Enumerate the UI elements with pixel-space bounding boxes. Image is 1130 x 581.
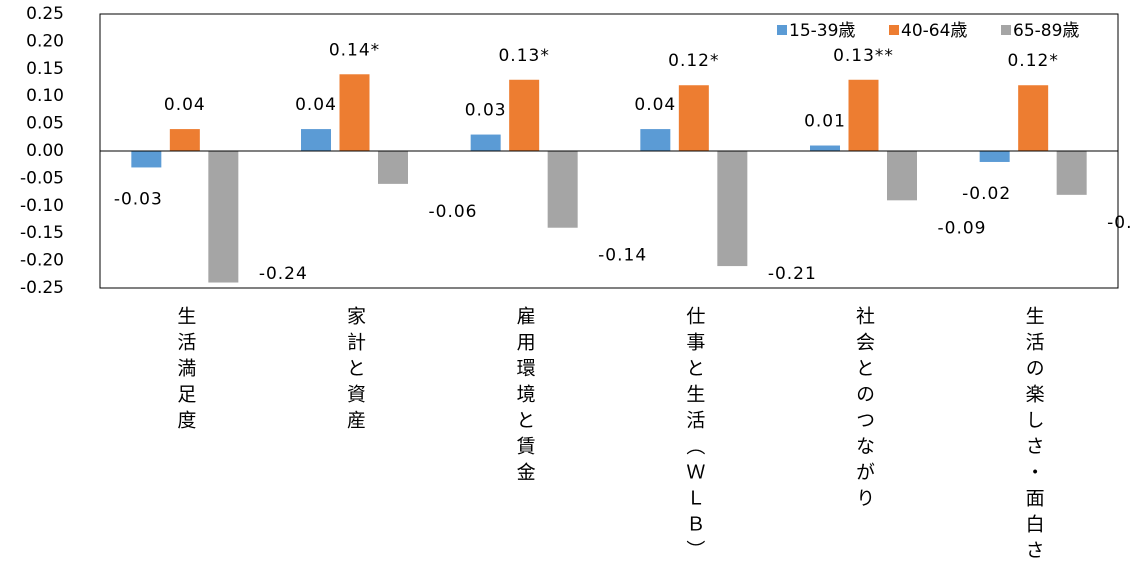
data-label: 0.01 [804, 112, 846, 132]
y-tick-label: -0.20 [20, 251, 64, 271]
data-label: 0.12* [668, 51, 719, 71]
y-tick-label: -0.15 [20, 223, 64, 243]
legend-swatch [889, 25, 899, 35]
bar [131, 151, 162, 168]
bar [1018, 85, 1049, 151]
data-label: -0.02 [962, 184, 1011, 204]
bar [470, 134, 501, 151]
y-tick-label: 0.05 [26, 114, 64, 134]
bar [717, 151, 748, 267]
y-tick-label: 0.00 [26, 141, 64, 161]
bar [509, 79, 540, 151]
bar [678, 85, 709, 151]
x-tick-label: 雇用環境と賃金 [514, 306, 536, 488]
data-label: 0.13* [498, 46, 549, 66]
data-label: -0.08 [1107, 213, 1130, 233]
bar [378, 151, 408, 184]
y-tick-label: -0.25 [20, 278, 64, 298]
bar [640, 129, 671, 151]
x-tick-label: 家計と資産 [344, 306, 366, 436]
bar [169, 129, 200, 151]
bar [848, 79, 879, 151]
data-label: 0.04 [295, 95, 337, 115]
data-label: -0.09 [938, 218, 987, 238]
y-tick-label: 0.25 [26, 4, 64, 24]
legend-label: 40-64歳 [901, 21, 967, 41]
y-tick-label: 0.20 [26, 31, 64, 51]
data-label: -0.14 [598, 246, 647, 266]
bar [339, 74, 370, 151]
y-tick-label: 0.15 [26, 59, 64, 79]
bar [547, 151, 578, 228]
data-label: -0.06 [429, 202, 478, 222]
data-label: 0.12* [1007, 51, 1058, 71]
data-label: 0.14* [329, 40, 380, 60]
bar [208, 151, 239, 283]
x-tick-label: 社会とのつながり [853, 306, 875, 514]
y-tick-label: -0.10 [20, 196, 64, 216]
bar [1056, 151, 1087, 195]
legend-swatch [1001, 25, 1011, 35]
bar [887, 151, 917, 201]
bar [301, 129, 331, 151]
legend-label: 65-89歳 [1013, 21, 1079, 41]
data-label: -0.21 [768, 264, 817, 284]
y-tick-label: -0.05 [20, 168, 64, 188]
data-label: -0.03 [114, 189, 163, 209]
x-tick-label: 生活の楽しさ・面白さ [1023, 306, 1045, 566]
x-tick-label: 仕事と生活（ＷＬＢ） [683, 306, 705, 566]
x-tick-label: 生活満足度 [174, 306, 196, 436]
data-label: -0.24 [259, 264, 308, 284]
bar [979, 151, 1010, 162]
data-label: 0.04 [634, 95, 676, 115]
data-label: 0.13** [833, 46, 894, 66]
legend-label: 15-39歳 [789, 21, 855, 41]
legend-swatch [777, 25, 787, 35]
bar [810, 145, 840, 151]
data-label: 0.04 [164, 95, 206, 115]
data-label: 0.03 [465, 101, 507, 121]
y-tick-label: 0.10 [26, 86, 64, 106]
